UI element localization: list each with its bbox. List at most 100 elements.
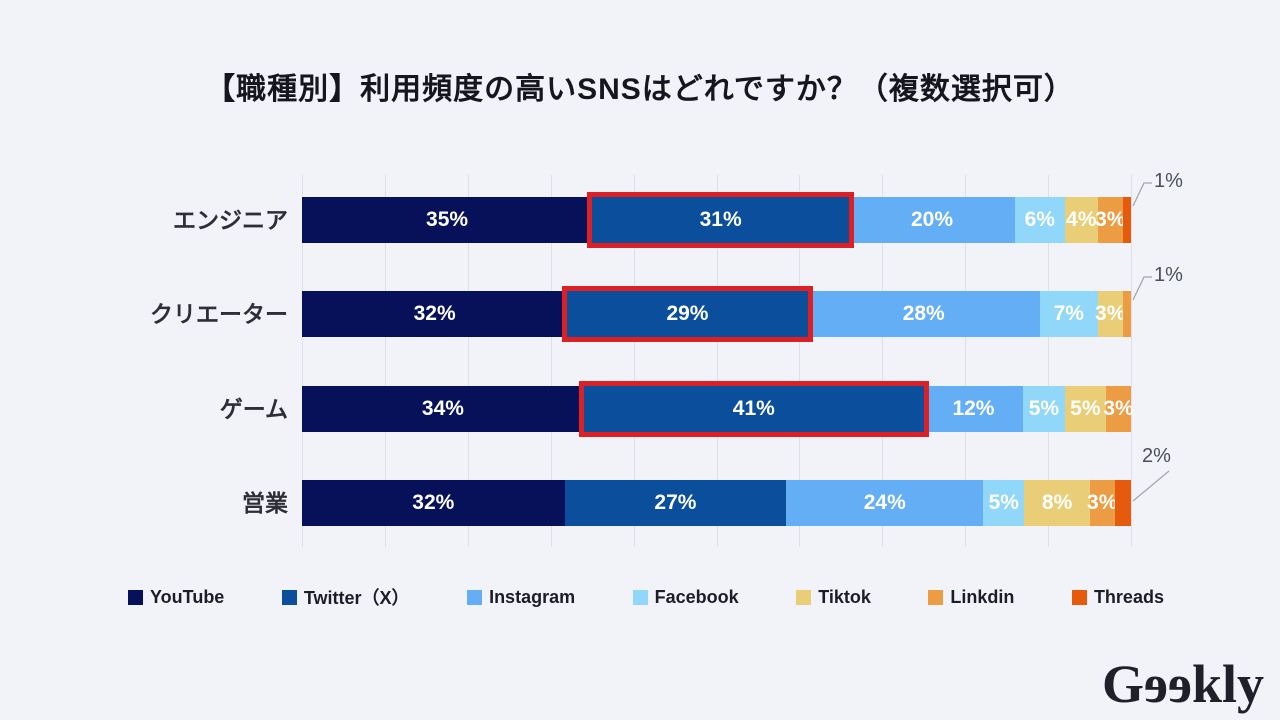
gridline: [384, 175, 386, 547]
bar-value-label: 3%: [1095, 208, 1126, 231]
gridline: [467, 175, 469, 547]
leader-line: [1132, 182, 1152, 207]
gridline: [1131, 175, 1132, 547]
bar-segment-threads: [1122, 197, 1131, 243]
legend-swatch: [1071, 589, 1087, 605]
bar-segment-instagram: 20%: [849, 197, 1015, 243]
highlight-box: [587, 192, 855, 248]
bar-row: 34% 41% 12% 5% 5% 3%: [302, 386, 1134, 432]
bar-segment-twitterx: 41%: [583, 386, 924, 432]
bar-value-label: 28%: [902, 302, 945, 325]
bar-segment-youtube: 35%: [302, 197, 593, 243]
bar-segment-youtube: 32%: [302, 291, 568, 337]
bar-value-label: 5%: [1070, 397, 1101, 420]
leader-line: [1132, 276, 1152, 301]
bar-value-label: 32%: [412, 491, 455, 514]
bar-value-label: 8%: [1041, 491, 1073, 514]
legend-item: YouTube: [128, 587, 224, 608]
bar-value-label: 41%: [732, 397, 775, 420]
bar-segment-twitterx: 29%: [567, 291, 808, 337]
bar-value-label: 31%: [699, 208, 742, 231]
bar-value-label: 5%: [1028, 397, 1060, 420]
bar-segment-facebook: 5%: [1023, 386, 1065, 432]
bar-value-label: 12%: [952, 397, 995, 420]
legend-label: Linkdin: [950, 586, 1015, 607]
bar-value-label: 3%: [1103, 397, 1134, 420]
highlight-box: [562, 286, 813, 342]
bar-row: 32% 29% 28% 7% 3%: [302, 291, 1131, 337]
bar-segment-twitterx: 31%: [592, 197, 850, 243]
bar-value-label: 34%: [421, 397, 464, 420]
geekly-logo: Geekly: [1102, 653, 1264, 714]
category-label: エンジニア: [173, 207, 288, 233]
legend-item: Threads: [1071, 586, 1164, 608]
legend-item: Twitter（X）: [281, 584, 410, 610]
legend-swatch: [467, 589, 483, 605]
bar-segment-tiktok: 4%: [1064, 197, 1098, 243]
bar-segment-facebook: 5%: [983, 480, 1025, 526]
legend-swatch: [128, 589, 143, 605]
legend-label: Threads: [1093, 586, 1164, 607]
bar-segment-twitterx: 27%: [564, 480, 787, 526]
legend-item: Tiktok: [796, 587, 871, 608]
gridline: [965, 175, 967, 547]
legend-item: Linkdin: [928, 587, 1014, 608]
legend-swatch: [281, 589, 297, 605]
legend-label: Twitter（X）: [303, 588, 410, 608]
bar-value-label: 35%: [426, 208, 469, 231]
callout-label: 1%: [1154, 170, 1183, 192]
callout-label: 2%: [1142, 445, 1171, 467]
bar-value-label: 7%: [1053, 302, 1084, 325]
bar-value-label: 29%: [666, 302, 709, 325]
bar-value-label: 20%: [911, 208, 954, 231]
bar-segment-instagram: 12%: [923, 386, 1024, 432]
bar-segment-youtube: 34%: [302, 386, 584, 432]
gridline: [716, 175, 718, 547]
bar-segment-facebook: 6%: [1014, 197, 1065, 243]
legend-swatch: [928, 589, 944, 605]
category-label: クリエーター: [150, 301, 288, 327]
gridline: [799, 175, 801, 547]
legend-label: YouTube: [150, 586, 225, 607]
gridline: [302, 175, 303, 547]
bar-segment-tiktok: 3%: [1095, 291, 1125, 337]
bar-segment-linkdin: 3%: [1103, 386, 1134, 432]
bar-segment-linkdin: 3%: [1095, 197, 1126, 243]
logo-text-prefix: G: [1102, 653, 1145, 714]
bar-value-label: 6%: [1024, 208, 1055, 231]
bar-segment-instagram: 24%: [786, 480, 984, 526]
highlight-box: [578, 381, 929, 437]
legend-swatch: [632, 589, 648, 605]
gridline: [633, 175, 635, 547]
gridline: [550, 175, 552, 547]
logo-mirrored-letters: ee: [1144, 653, 1192, 714]
chart-title: 【職種別】利用頻度の高いSNSはどれですか？（複数選択可）: [205, 73, 1075, 106]
bar-value-label: 3%: [1087, 491, 1118, 514]
gridline: [882, 175, 884, 547]
bar-value-label: 5%: [988, 491, 1019, 514]
bar-row: 32% 27% 24% 5% 8% 3%: [302, 480, 1131, 526]
bar-segment-tiktok: 5%: [1064, 386, 1107, 432]
callout-label: 1%: [1154, 264, 1183, 286]
legend: YouTube Twitter（X） Instagram Facebook Tiktok…: [128, 584, 1164, 610]
bar-segment-tiktok: 8%: [1024, 480, 1090, 526]
legend-label: Tiktok: [818, 586, 871, 607]
legend-swatch: [796, 589, 812, 605]
bar-value-label: 4%: [1066, 208, 1097, 231]
bar-segment-instagram: 28%: [807, 291, 1040, 337]
legend-item: Instagram: [467, 587, 575, 608]
bar-row: 35% 31% 20% 6% 4% 3%: [302, 197, 1131, 243]
category-label: 営業: [242, 490, 288, 516]
bar-value-label: 32%: [413, 302, 456, 325]
bar-segment-linkdin: 3%: [1087, 480, 1118, 526]
bar-segment-linkdin: [1122, 291, 1131, 337]
bar-segment-threads: [1114, 480, 1131, 526]
gridline: [1048, 175, 1050, 547]
bar-segment-facebook: 7%: [1039, 291, 1098, 337]
category-label: ゲーム: [219, 396, 288, 422]
bar-segment-youtube: 32%: [302, 480, 565, 526]
legend-label: Facebook: [654, 586, 739, 607]
